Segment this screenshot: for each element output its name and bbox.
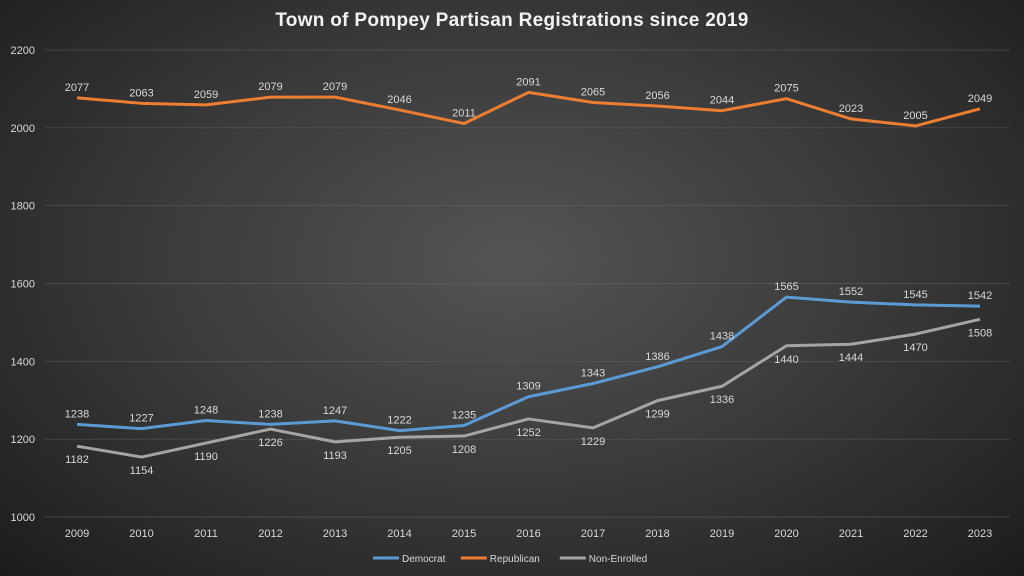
data-label: 1386 (645, 351, 669, 363)
data-label: 2023 (839, 103, 863, 115)
x-tick-label: 2020 (774, 528, 798, 540)
data-label: 2005 (903, 110, 927, 122)
series-line-non-enrolled (76, 317, 981, 459)
x-tick-label: 2015 (452, 528, 476, 540)
x-tick-label: 2017 (581, 528, 605, 540)
series-line-republican (76, 90, 981, 128)
y-tick-label: 1800 (11, 201, 35, 213)
y-tick-label: 1200 (11, 434, 35, 446)
data-label: 2079 (258, 81, 282, 93)
y-tick-label: 2000 (11, 123, 35, 135)
x-tick-label: 2011 (194, 528, 218, 540)
data-label: 1226 (258, 437, 282, 449)
data-label: 2044 (710, 95, 734, 107)
x-tick-label: 2016 (516, 528, 540, 540)
data-label: 2091 (516, 76, 540, 88)
x-tick-label: 2009 (65, 528, 89, 540)
data-label: 1222 (387, 415, 411, 427)
data-label: 1444 (839, 352, 863, 364)
x-tick-label: 2023 (968, 528, 992, 540)
data-label: 2046 (387, 94, 411, 106)
data-label: 2059 (194, 89, 218, 101)
data-label: 1154 (130, 465, 154, 477)
series-line-democrat (76, 295, 981, 433)
x-tick-label: 2010 (129, 528, 153, 540)
x-tick-label: 2021 (839, 528, 863, 540)
data-label: 1565 (774, 281, 798, 293)
data-label: 1247 (323, 405, 347, 417)
x-tick-label: 2014 (387, 528, 411, 540)
data-label: 1508 (968, 327, 992, 339)
data-label: 2079 (323, 81, 347, 93)
data-label: 2075 (774, 83, 798, 95)
data-label: 1190 (194, 451, 218, 463)
y-tick-label: 1000 (11, 512, 35, 524)
x-tick-label: 2019 (710, 528, 734, 540)
data-label: 1440 (774, 354, 798, 366)
data-label: 1343 (581, 368, 605, 380)
x-tick-label: 2013 (323, 528, 347, 540)
data-label: 2077 (65, 82, 89, 94)
data-label: 1235 (452, 410, 476, 422)
data-label: 2049 (968, 93, 992, 105)
data-label: 1248 (194, 404, 218, 416)
legend-entry: Democrat (402, 554, 446, 565)
data-label: 1542 (968, 290, 992, 302)
data-label: 1229 (581, 436, 605, 448)
y-tick-label: 1600 (11, 279, 35, 291)
data-label: 1438 (710, 331, 734, 343)
data-label: 1336 (710, 394, 734, 406)
data-label: 2063 (129, 87, 153, 99)
legend-entry: Non-Enrolled (589, 554, 647, 565)
data-label: 1227 (129, 413, 153, 425)
data-label: 2065 (581, 87, 605, 99)
data-label: 1470 (903, 342, 927, 354)
x-tick-label: 2018 (645, 528, 669, 540)
data-label: 1545 (903, 289, 927, 301)
x-tick-label: 2022 (903, 528, 927, 540)
data-label: 1552 (839, 286, 863, 298)
legend-entry: Republican (490, 554, 540, 565)
data-label: 1238 (258, 408, 282, 420)
chart-title: Town of Pompey Partisan Registrations si… (275, 10, 749, 31)
data-label: 1193 (323, 450, 347, 462)
data-label: 1252 (516, 427, 540, 439)
data-label: 1309 (516, 381, 540, 393)
x-tick-label: 2012 (258, 528, 282, 540)
data-label: 1238 (65, 408, 89, 420)
data-label: 1299 (645, 409, 669, 421)
data-label: 1205 (387, 445, 411, 457)
data-label: 1208 (452, 444, 476, 456)
y-tick-label: 2200 (11, 45, 35, 57)
data-label: 2011 (452, 108, 476, 120)
data-label: 1182 (65, 454, 89, 466)
y-tick-label: 1400 (11, 356, 35, 368)
data-label: 2056 (645, 90, 669, 102)
